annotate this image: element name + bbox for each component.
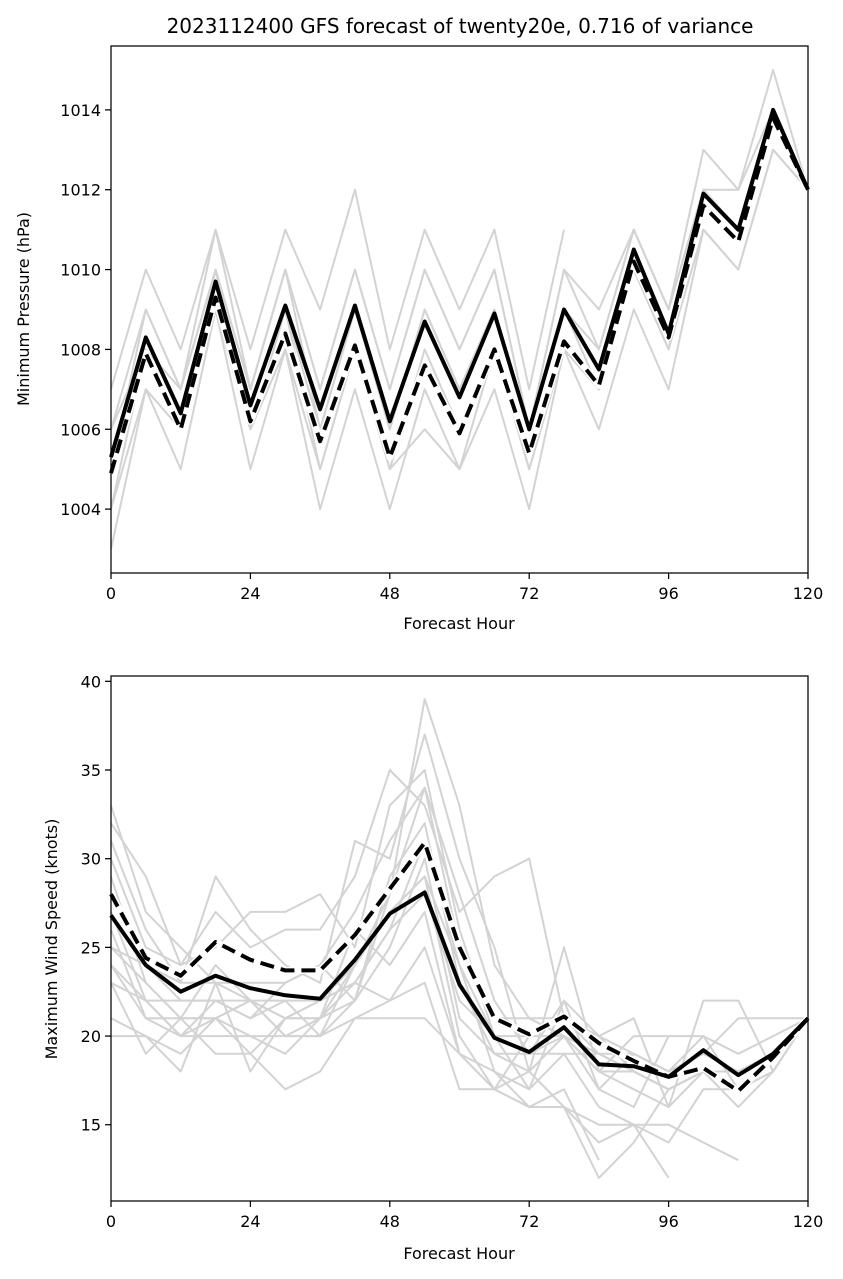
wind-x-tick-label: 120 bbox=[793, 1212, 824, 1231]
pressure-ensemble-line-2 bbox=[110, 188, 565, 391]
wind-y-tick-label: 15 bbox=[81, 1116, 101, 1135]
wind-ensemble-line-8 bbox=[110, 875, 809, 1108]
pressure-series-layer bbox=[107, 69, 812, 550]
pressure-y-tick-label: 1006 bbox=[60, 420, 101, 439]
wind-chart: 0 24 48 72 96 120 15 20 25 30 35 40 Forecast Hour M… bbox=[42, 672, 823, 1263]
wind-x-tick-label: 48 bbox=[380, 1212, 400, 1231]
pressure-chart: 0 24 48 72 96 120 1004 1006 1008 1010 1012 1014 For… bbox=[14, 45, 823, 633]
wind-deterministic-line bbox=[109, 890, 810, 1079]
wind-ensemble-line-17 bbox=[110, 875, 809, 1091]
pressure-ensemble-line-9 bbox=[110, 108, 809, 431]
pressure-x-tick-label: 120 bbox=[793, 584, 824, 603]
wind-ensemble-line-2 bbox=[110, 698, 774, 1108]
pressure-deterministic-line bbox=[109, 107, 810, 458]
wind-ensemble-line-4 bbox=[110, 733, 669, 1073]
wind-y-tick-label: 25 bbox=[81, 938, 101, 957]
pressure-y-tick-label: 1004 bbox=[60, 500, 101, 519]
figure-title: 2023112400 GFS forecast of twenty20e, 0.… bbox=[167, 14, 754, 38]
wind-x-axis-label: Forecast Hour bbox=[403, 1244, 515, 1263]
wind-x-tick-label: 96 bbox=[658, 1212, 678, 1231]
wind-y-tick-label: 30 bbox=[81, 850, 101, 869]
pressure-y-tick-label: 1012 bbox=[60, 181, 101, 200]
wind-ensemble-line-12 bbox=[110, 981, 739, 1162]
wind-y-tick-label: 20 bbox=[81, 1027, 101, 1046]
wind-mean-line-dashed bbox=[109, 840, 810, 1093]
wind-y-axis-label: Maximum Wind Speed (knots) bbox=[42, 819, 61, 1060]
wind-plot-frame bbox=[110, 675, 809, 1202]
pressure-x-axis-label: Forecast Hour bbox=[403, 614, 515, 633]
pressure-x-tick-label: 0 bbox=[106, 584, 116, 603]
pressure-y-tick-label: 1010 bbox=[60, 261, 101, 280]
pressure-y-tick-label: 1014 bbox=[60, 101, 101, 120]
pressure-x-tick-label: 96 bbox=[658, 584, 678, 603]
pressure-x-tick-label: 72 bbox=[519, 584, 539, 603]
pressure-y-tick-label: 1008 bbox=[60, 340, 101, 359]
wind-ensemble-line-11 bbox=[110, 964, 809, 1144]
wind-y-tick-label: 40 bbox=[81, 672, 101, 691]
wind-tick-layer: 0 24 48 72 96 120 15 20 25 30 35 40 bbox=[81, 672, 824, 1231]
pressure-x-tick-label: 48 bbox=[380, 584, 400, 603]
pressure-y-axis-label: Minimum Pressure (hPa) bbox=[14, 212, 33, 406]
wind-series-layer bbox=[107, 698, 811, 1179]
wind-x-tick-label: 0 bbox=[106, 1212, 116, 1231]
wind-x-tick-label: 72 bbox=[519, 1212, 539, 1231]
pressure-tick-layer: 0 24 48 72 96 120 1004 1006 1008 1010 1012 1014 bbox=[60, 101, 823, 603]
wind-x-tick-label: 24 bbox=[240, 1212, 260, 1231]
wind-y-tick-label: 35 bbox=[81, 761, 101, 780]
pressure-x-tick-label: 24 bbox=[240, 584, 260, 603]
pressure-plot-frame bbox=[110, 45, 809, 574]
pressure-mean-line-dashed bbox=[109, 115, 810, 474]
